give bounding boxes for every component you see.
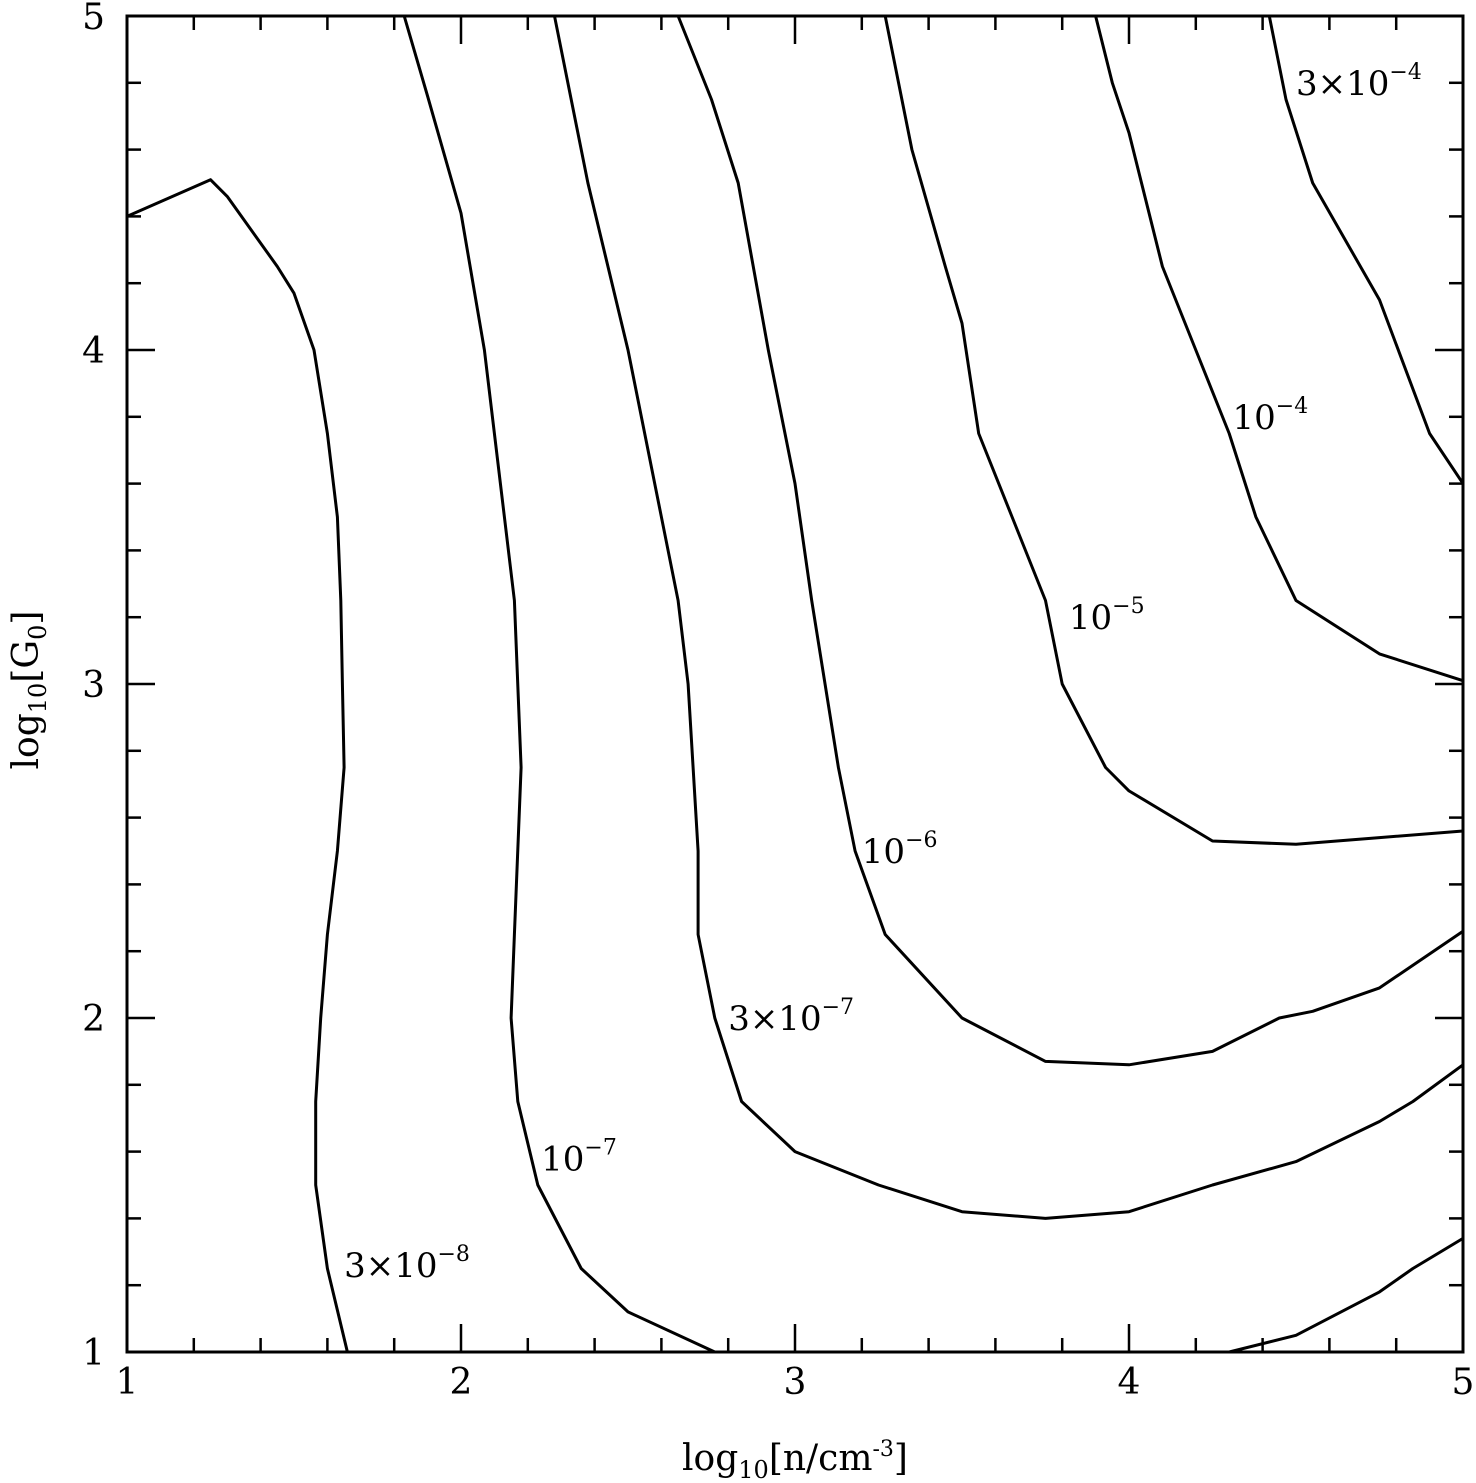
tick-labels: 1 2 3 4 5 1 2 3 4 5 [82, 0, 1474, 1403]
contour-labels: 3×10−8 10−7 3×10−7 10−6 10−5 10−4 3×10−4 [344, 60, 1422, 1286]
contour-label-5: 10−5 [1069, 594, 1145, 638]
y-tick-label: 1 [82, 1333, 105, 1374]
contour-label-4: 10−6 [862, 828, 938, 872]
x-tick-label: 2 [450, 1362, 473, 1403]
contour-line-8 [1228, 1237, 1464, 1354]
y-tick-label: 3 [82, 665, 105, 706]
contour-line-5 [883, 15, 1464, 846]
x-tick-label: 3 [784, 1362, 807, 1403]
y-tick-label: 4 [82, 331, 105, 372]
contour-label-2: 10−7 [541, 1135, 617, 1179]
contour-label-6: 10−4 [1233, 394, 1309, 438]
contour-label-3: 3×10−7 [728, 995, 854, 1039]
contour-line-6 [1094, 15, 1464, 683]
x-tick-label: 5 [1452, 1362, 1475, 1403]
x-axis-title: log10[n/cm-3] [682, 1437, 908, 1483]
y-tick-label: 5 [82, 0, 105, 38]
contour-line-2 [402, 15, 716, 1354]
x-tick-label: 4 [1118, 1362, 1141, 1403]
y-tick-label: 2 [82, 999, 105, 1040]
contour-lines [126, 15, 1465, 1354]
plot-frame [125, 14, 1465, 1354]
contour-label-1: 3×10−8 [344, 1242, 470, 1286]
y-axis-title: log10[G0] [6, 611, 52, 770]
contour-label-7: 3×10−4 [1296, 60, 1422, 104]
x-tick-label: 1 [116, 1362, 139, 1403]
contour-line-1 [126, 178, 349, 1353]
contour-line-4 [676, 15, 1464, 1067]
contour-line-3 [553, 15, 1464, 1220]
contour-line-7 [1267, 15, 1465, 485]
